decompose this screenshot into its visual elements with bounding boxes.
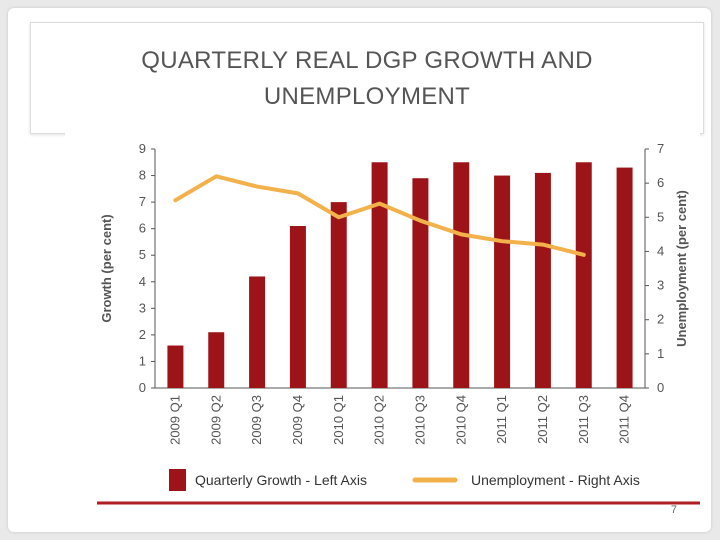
bar-2010-q2 <box>371 162 388 388</box>
bar-2010-q3 <box>412 178 429 388</box>
right-tick-label: 4 <box>657 243 664 258</box>
bar-2011-q1 <box>494 175 511 388</box>
left-tick-label: 3 <box>139 300 146 315</box>
legend-label-growth: Quarterly Growth - Left Axis <box>195 472 367 488</box>
x-tick-label: 2011 Q2 <box>535 395 550 444</box>
bar-2011-q3 <box>575 162 592 388</box>
combo-chart: 0 1 2 3 4 5 6 7 8 9 0 1 2 3 4 5 6 7 Growth (per cent) Unemp… <box>97 141 700 505</box>
y2-axis-title: Unemployment (per cent) <box>674 190 689 347</box>
y-axis-title: Growth (per cent) <box>99 214 114 322</box>
x-tick-label: 2011 Q3 <box>576 395 591 444</box>
x-tick-label: 2011 Q1 <box>494 395 509 444</box>
slide-title: QUARTERLY REAL DGP GROWTH AND UNEMPLOYME… <box>141 47 593 110</box>
right-tick-label: 3 <box>657 278 664 293</box>
left-tick-label: 6 <box>139 221 146 236</box>
right-tick-label: 2 <box>657 312 664 327</box>
left-tick-label: 2 <box>139 327 146 342</box>
bar-2009-q4 <box>289 226 306 388</box>
left-tick-label: 1 <box>139 353 146 368</box>
bar-2010-q1 <box>330 202 347 388</box>
x-tick-label: 2010 Q1 <box>331 395 346 445</box>
chart-area: 0 1 2 3 4 5 6 7 8 9 0 1 2 3 4 5 6 7 Growth (per cent) Unemp… <box>65 127 700 505</box>
bar-2011-q4 <box>616 167 633 388</box>
bar-2009-q3 <box>249 276 266 388</box>
slide: QUARTERLY REAL DGP GROWTH AND UNEMPLOYME… <box>8 8 711 532</box>
x-tick-label: 2010 Q4 <box>453 395 468 445</box>
x-tick-label: 2009 Q1 <box>167 395 182 445</box>
x-tick-label: 2009 Q2 <box>208 395 223 445</box>
legend-label-unemployment: Unemployment - Right Axis <box>471 472 640 488</box>
left-tick-label: 5 <box>139 247 146 262</box>
bar-2009-q1 <box>167 345 184 388</box>
bar-2010-q4 <box>453 162 470 388</box>
left-tick-label: 9 <box>139 141 146 156</box>
x-tick-label: 2010 Q2 <box>372 395 387 445</box>
left-tick-label: 8 <box>139 168 146 183</box>
right-tick-label: 5 <box>657 209 664 224</box>
x-tick-label: 2009 Q4 <box>290 395 305 445</box>
x-tick-label: 2010 Q3 <box>412 395 427 445</box>
left-tick-label: 4 <box>139 274 146 289</box>
right-tick-label: 7 <box>657 141 664 156</box>
right-tick-label: 1 <box>657 346 664 361</box>
x-tick-label: 2009 Q3 <box>249 395 264 445</box>
legend-swatch-growth <box>169 469 186 491</box>
title-box: QUARTERLY REAL DGP GROWTH AND UNEMPLOYME… <box>30 22 704 134</box>
bar-2011-q2 <box>534 172 551 388</box>
bar-2009-q2 <box>208 332 225 388</box>
x-tick-label: 2011 Q4 <box>617 395 632 444</box>
right-tick-label: 6 <box>657 175 664 190</box>
slide-number: 7 <box>670 504 677 516</box>
right-tick-label: 0 <box>657 380 664 395</box>
left-tick-label: 0 <box>139 380 146 395</box>
left-tick-label: 7 <box>139 194 146 209</box>
